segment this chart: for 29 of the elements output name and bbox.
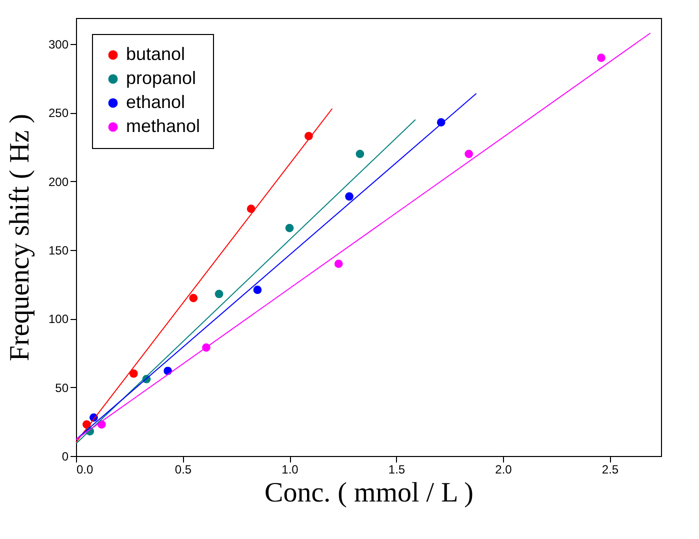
x-tick-label: 2.5	[602, 462, 619, 476]
point	[597, 54, 606, 62]
legend-label: propanol	[126, 68, 196, 88]
y-tick-label: 0	[62, 450, 69, 464]
x-tick-label: 1.5	[388, 462, 406, 476]
y-tick-label: 50	[55, 380, 69, 395]
y-axis-title: Frequency shift ( Hz )	[4, 114, 36, 362]
point	[189, 294, 198, 302]
x-tick-label: 0.5	[174, 462, 192, 476]
y-tick-label: 150	[48, 244, 69, 258]
point	[464, 150, 474, 158]
x-tick-label: 2.0	[495, 462, 512, 476]
y-tick-label: 200	[48, 174, 69, 189]
y-tick-label: 100	[48, 312, 69, 326]
point	[345, 192, 354, 201]
x-axis-title: Conc. ( mmol / L )	[264, 478, 474, 508]
x-tick-label: 1.0	[282, 462, 299, 476]
legend-label: ethanol	[126, 92, 186, 112]
point	[285, 224, 294, 232]
point	[214, 290, 224, 298]
x-tick-label: 0.0	[76, 462, 94, 476]
point	[356, 150, 364, 158]
point	[129, 369, 138, 378]
legend-label: methanol	[126, 116, 200, 136]
y-tick-label: 300	[48, 38, 69, 52]
legend-label: butanol	[126, 44, 186, 64]
point	[253, 286, 262, 294]
y-tick-label: 250	[48, 106, 69, 120]
point	[334, 260, 343, 268]
